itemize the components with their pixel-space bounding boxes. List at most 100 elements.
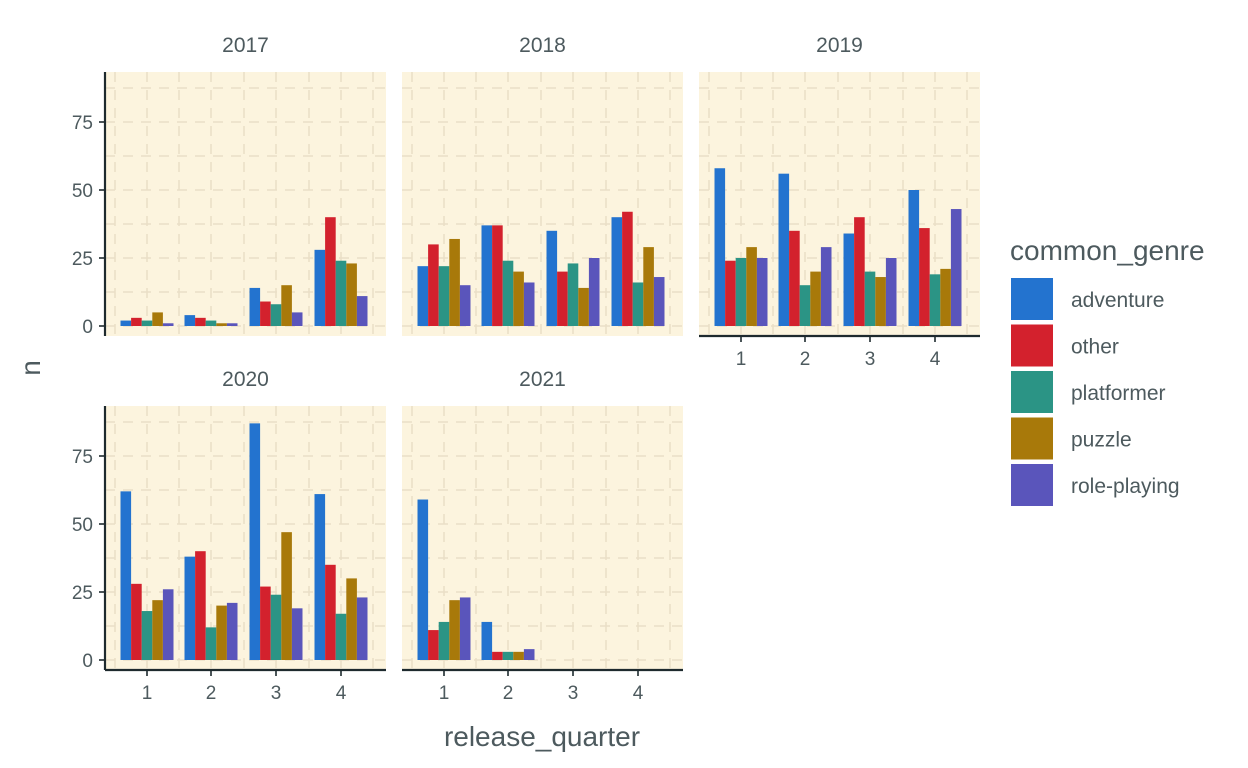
- bar-role-playing: [226, 323, 238, 326]
- bar-role-playing: [523, 282, 535, 326]
- bar-adventure: [120, 491, 132, 660]
- legend-swatch-other: [1011, 324, 1053, 367]
- legend-swatch-adventure: [1011, 278, 1053, 320]
- bar-other: [131, 317, 142, 326]
- legend-label: other: [1071, 336, 1119, 359]
- x-tick-label: 4: [930, 349, 941, 370]
- bar-adventure: [908, 190, 920, 326]
- facet-label: 2017: [222, 34, 269, 57]
- bar-adventure: [314, 249, 326, 326]
- bar-puzzle: [152, 600, 163, 660]
- y-axis-title: n: [15, 360, 46, 376]
- bar-platformer: [567, 263, 579, 326]
- bar-role-playing: [291, 312, 303, 326]
- bar-other: [557, 271, 568, 326]
- y-tick-label: 75: [72, 113, 93, 134]
- bar-role-playing: [820, 247, 832, 326]
- x-tick-label: 2: [800, 349, 811, 370]
- bar-puzzle: [578, 287, 589, 326]
- bar-platformer: [735, 258, 747, 326]
- x-tick-label: 3: [865, 349, 876, 370]
- x-tick-label: 3: [568, 683, 579, 704]
- bar-adventure: [843, 233, 855, 326]
- bar-other: [195, 317, 206, 326]
- bar-adventure: [714, 168, 726, 326]
- bar-adventure: [120, 320, 132, 326]
- bar-role-playing: [356, 597, 368, 660]
- bar-platformer: [270, 304, 282, 326]
- bar-platformer: [502, 260, 514, 326]
- panel-2018: 2018: [402, 34, 683, 336]
- bar-platformer: [438, 621, 450, 660]
- bar-role-playing: [653, 277, 665, 326]
- bar-role-playing: [459, 597, 471, 660]
- bar-other: [325, 217, 336, 326]
- bar-role-playing: [162, 323, 174, 326]
- bar-other: [131, 583, 142, 660]
- legend-title: common_genre: [1010, 235, 1205, 266]
- bar-other: [854, 217, 865, 326]
- facet-label: 2020: [222, 368, 269, 391]
- bar-platformer: [799, 285, 811, 326]
- bar-role-playing: [226, 602, 238, 660]
- bar-puzzle: [875, 277, 886, 326]
- bar-puzzle: [513, 271, 524, 326]
- bar-puzzle: [513, 651, 524, 660]
- bar-platformer: [864, 271, 876, 326]
- bar-adventure: [611, 217, 623, 326]
- bar-role-playing: [523, 649, 535, 660]
- bar-adventure: [184, 556, 196, 660]
- bar-puzzle: [746, 247, 757, 326]
- x-tick-label: 1: [142, 683, 153, 704]
- bar-adventure: [481, 621, 493, 660]
- bar-role-playing: [459, 285, 471, 326]
- bar-role-playing: [356, 296, 368, 326]
- bar-other: [428, 244, 439, 326]
- bar-adventure: [481, 225, 493, 326]
- bar-other: [492, 651, 503, 660]
- y-tick-label: 25: [72, 249, 93, 270]
- bar-other: [260, 301, 271, 326]
- bar-platformer: [502, 651, 514, 660]
- bar-platformer: [270, 594, 282, 660]
- bar-puzzle: [216, 323, 227, 326]
- bar-puzzle: [346, 578, 357, 660]
- bar-puzzle: [281, 532, 292, 660]
- bar-platformer: [438, 266, 450, 326]
- bar-puzzle: [152, 312, 163, 326]
- bar-adventure: [417, 266, 429, 326]
- bar-platformer: [205, 627, 217, 660]
- bar-role-playing: [950, 209, 962, 326]
- bar-puzzle: [449, 600, 460, 660]
- bar-adventure: [546, 230, 558, 326]
- bar-platformer: [335, 613, 347, 660]
- facet-label: 2019: [816, 34, 863, 57]
- bar-adventure: [314, 494, 326, 660]
- bar-other: [919, 228, 930, 326]
- bar-other: [195, 551, 206, 660]
- bar-platformer: [141, 320, 153, 326]
- bar-platformer: [141, 611, 153, 660]
- bar-puzzle: [940, 268, 951, 326]
- bar-role-playing: [588, 258, 600, 326]
- bar-role-playing: [291, 608, 303, 660]
- bar-puzzle: [281, 285, 292, 326]
- bar-puzzle: [346, 263, 357, 326]
- legend-swatch-role-playing: [1011, 464, 1053, 506]
- y-tick-label: 0: [82, 651, 93, 672]
- legend: common_genre adventure other platformer puz…: [1010, 235, 1205, 506]
- bar-other: [428, 630, 439, 660]
- bar-other: [492, 225, 503, 326]
- legend-label: puzzle: [1071, 429, 1132, 452]
- x-tick-label: 4: [336, 683, 347, 704]
- bar-role-playing: [756, 258, 768, 326]
- panel-2019: 2019 1 2 3 4: [699, 34, 980, 370]
- bar-puzzle: [216, 605, 227, 660]
- x-tick-label: 1: [439, 683, 450, 704]
- legend-label: platformer: [1071, 382, 1166, 405]
- facet-label: 2021: [519, 368, 566, 391]
- x-tick-label: 3: [271, 683, 282, 704]
- bar-puzzle: [810, 271, 821, 326]
- y-tick-label: 25: [72, 583, 93, 604]
